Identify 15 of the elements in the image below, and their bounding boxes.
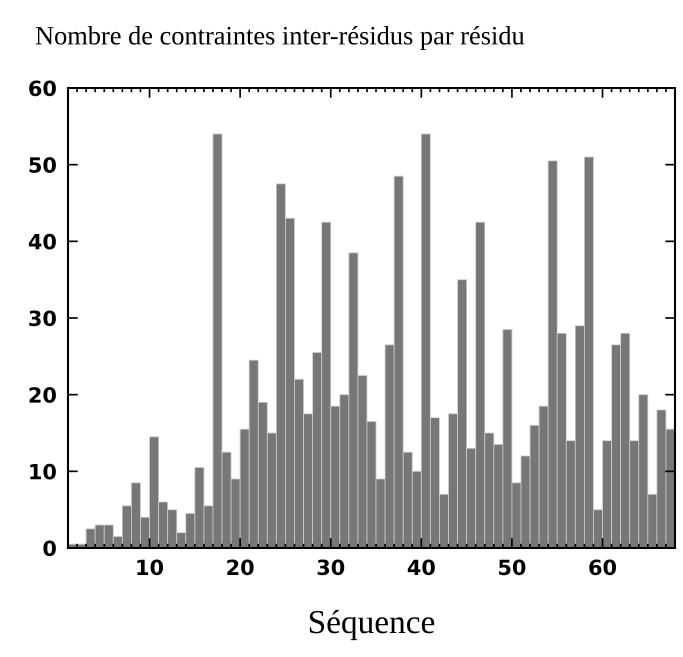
x-tick-label: 20	[227, 559, 254, 576]
x-tick-label: 10	[137, 559, 164, 576]
x-tick-label: 40	[408, 559, 435, 576]
x-tick-label: 50	[499, 559, 526, 576]
chart-title: Nombre de contraintes inter-résidus par résidu	[36, 26, 524, 50]
y-tick-label: 20	[30, 387, 56, 403]
y-tick-label: 60	[29, 80, 56, 96]
y-tick-label: 0	[43, 540, 56, 556]
y-tick-label: 30	[29, 310, 56, 326]
x-tick-label: 30	[318, 559, 344, 576]
y-tick-label: 50	[30, 157, 56, 173]
y-tick-label: 10	[30, 464, 56, 480]
x-axis-title: Séquence	[310, 610, 434, 640]
x-tick-label: 60	[589, 559, 616, 576]
y-tick-label: 40	[28, 234, 56, 250]
